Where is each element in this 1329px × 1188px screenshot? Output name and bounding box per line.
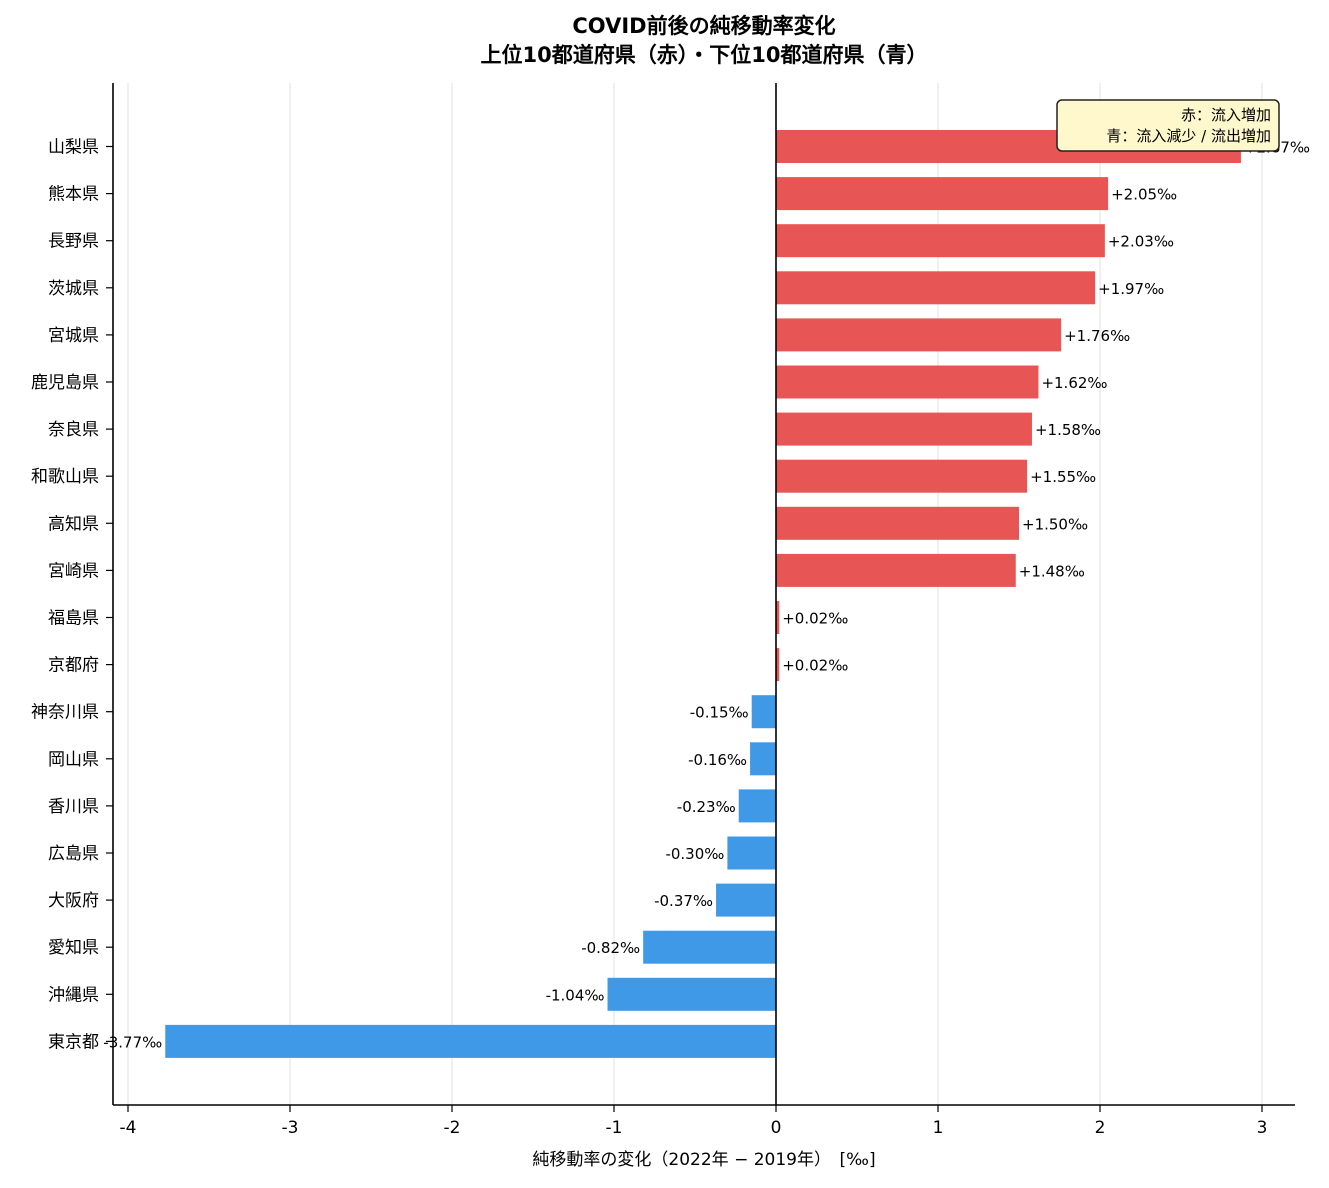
x-tick-label-7: 3	[1257, 1118, 1268, 1138]
data-label-19: -1.04‰	[546, 986, 605, 1004]
bar-12	[776, 648, 780, 682]
data-label-5: +1.76‰	[1064, 327, 1130, 345]
bar-6	[776, 365, 1039, 399]
x-tick-label-3: -1	[606, 1118, 623, 1138]
bar-13	[751, 695, 776, 729]
data-label-13: -0.15‰	[690, 704, 749, 722]
data-label-4: +1.97‰	[1098, 280, 1164, 298]
category-label-7: 奈良県	[48, 420, 99, 440]
chart-title-line-1: COVID前後の純移動率変化	[572, 14, 835, 38]
x-tick-label-4: 0	[771, 1118, 782, 1138]
data-label-12: +0.02‰	[782, 657, 848, 675]
x-tick-label-0: -4	[120, 1118, 137, 1138]
category-label-17: 大阪府	[48, 891, 99, 911]
bar-5	[776, 318, 1062, 352]
x-tick-label-2: -2	[444, 1118, 461, 1138]
bar-9	[776, 506, 1019, 540]
data-label-7: +1.58‰	[1035, 421, 1101, 439]
bar-18	[643, 930, 776, 964]
data-labels: 山梨県+2.87‰熊本県+2.05‰長野県+2.03‰茨城県+1.97‰宮城県+…	[31, 138, 1310, 1053]
category-label-3: 長野県	[48, 232, 99, 252]
category-label-12: 京都府	[48, 656, 99, 676]
category-label-5: 宮城県	[48, 326, 99, 346]
x-axis-label: 純移動率の変化（2022年 − 2019年） [‰]	[532, 1150, 875, 1170]
x-tick-label-5: 1	[933, 1118, 944, 1138]
data-label-11: +0.02‰	[782, 610, 848, 628]
data-label-8: +1.55‰	[1030, 468, 1096, 486]
category-label-18: 愛知県	[48, 938, 99, 958]
data-label-18: -0.82‰	[581, 939, 640, 957]
data-label-6: +1.62‰	[1041, 374, 1107, 392]
category-label-10: 宮崎県	[48, 561, 99, 581]
category-label-11: 福島県	[48, 609, 99, 629]
bar-10	[776, 553, 1016, 587]
category-label-2: 熊本県	[48, 185, 99, 205]
legend: 赤：流入増加 青：流入減少 / 流出増加	[1056, 99, 1280, 152]
legend-line-blue: 青：流入減少 / 流出増加	[1106, 127, 1271, 145]
legend-box	[1056, 99, 1280, 152]
bar-11	[776, 601, 780, 634]
bar-15	[738, 789, 776, 823]
bar-3	[776, 224, 1105, 258]
data-label-2: +2.05‰	[1111, 186, 1177, 204]
legend-line-red: 赤：流入増加	[1181, 106, 1271, 124]
category-label-1: 山梨県	[48, 138, 99, 158]
category-label-8: 和歌山県	[31, 467, 99, 487]
axes: -4 -3 -2 -1 0 1 2 3	[106, 83, 1295, 1138]
bar-19	[607, 977, 776, 1011]
category-label-16: 広島県	[48, 844, 99, 864]
data-label-20: -3.77‰	[103, 1033, 162, 1051]
category-label-20: 東京都	[48, 1032, 99, 1052]
bar-8	[776, 459, 1028, 493]
data-label-14: -0.16‰	[688, 751, 747, 769]
bar-4	[776, 271, 1096, 305]
data-label-10: +1.48‰	[1019, 562, 1085, 580]
category-label-6: 鹿児島県	[31, 373, 99, 393]
bars	[165, 130, 1241, 1058]
bar-14	[750, 742, 776, 776]
data-label-9: +1.50‰	[1022, 515, 1088, 533]
category-label-9: 高知県	[48, 514, 99, 534]
category-label-4: 茨城県	[48, 279, 99, 299]
bar-7	[776, 412, 1032, 446]
category-label-15: 香川県	[48, 797, 99, 817]
x-tick-label-1: -3	[282, 1118, 299, 1138]
bar-20	[165, 1024, 776, 1058]
chart-title-line-2: 上位10都道府県（赤）・下位10都道府県（青）	[481, 43, 928, 67]
bar-17	[716, 883, 776, 917]
data-label-17: -0.37‰	[654, 892, 713, 910]
x-tick-label-6: 2	[1095, 1118, 1106, 1138]
category-label-19: 沖縄県	[48, 985, 99, 1005]
bar-16	[727, 836, 776, 870]
category-label-14: 岡山県	[48, 750, 99, 770]
data-label-3: +2.03‰	[1108, 233, 1174, 251]
data-label-15: -0.23‰	[677, 798, 736, 816]
bar-2	[776, 177, 1109, 211]
data-label-16: -0.30‰	[665, 845, 724, 863]
category-label-13: 神奈川県	[31, 703, 99, 723]
